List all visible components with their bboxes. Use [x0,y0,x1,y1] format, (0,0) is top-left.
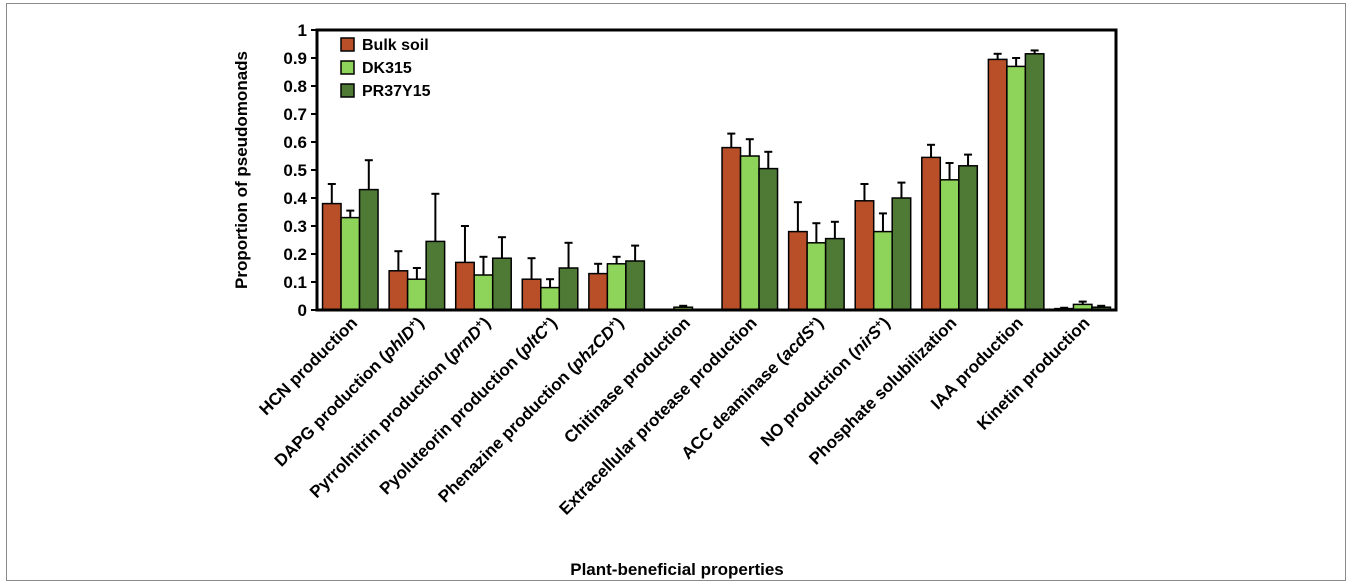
legend-label-bulk-soil: Bulk soil [362,37,429,54]
bar-dk315-8 [872,230,893,311]
legend-swatch-pr37y15 [340,83,355,98]
bar-bulk-soil-8 [854,200,875,311]
bar-pr37y15-1 [425,240,446,311]
bar-pr37y15-6 [758,167,779,311]
bar-dk315-1 [406,278,427,311]
legend-swatch-bulk-soil [340,37,355,52]
y-tick-label: 0.8 [283,77,307,96]
x-category-label: Chitinase production [560,313,694,447]
figure-frame [6,3,1346,581]
legend-label-pr37y15: PR37Y15 [362,83,431,100]
y-tick-label: 0.3 [283,217,307,236]
bar-bulk-soil-9 [921,156,942,311]
y-axis-title: Proportion of pseudomonads [232,51,251,289]
x-category-label: Kinetin production [973,313,1093,433]
bar-pr37y15-4 [625,260,646,311]
y-tick-label: 0.7 [283,105,307,124]
y-tick-label: 1 [298,21,307,40]
x-category-text: Chitinase production [560,313,694,447]
bar-bulk-soil-3 [521,278,542,311]
y-tick-label: 0.2 [283,245,307,264]
legend-label-dk315: DK315 [362,60,412,77]
bar-dk315-2 [473,274,494,311]
x-category-text: Kinetin production [973,313,1093,433]
y-tick-label: 0.1 [283,273,307,292]
bar-dk315-9 [939,179,960,311]
x-category-text: DAPG production ( [271,348,393,470]
bar-pr37y15-2 [491,257,512,311]
bar-bulk-soil-0 [321,202,342,311]
x-category-gene: phzCD [567,322,619,374]
bar-dk315-0 [340,216,361,311]
bar-dk315-4 [606,263,627,311]
y-tick-label: 0.9 [283,49,307,68]
bar-bulk-soil-2 [454,261,475,311]
bar-pr37y15-0 [358,188,379,311]
x-category-label: NO production (nirS+) [757,313,894,450]
x-category-text: Phenazine production ( [434,360,581,507]
y-tick-label: 0.5 [283,161,307,180]
legend-swatch-dk315 [340,60,355,75]
bar-bulk-soil-4 [588,272,609,311]
legend: Bulk soil DK315 PR37Y15 [340,37,431,100]
bar-dk315-10 [1006,65,1027,311]
y-axis-ticks: 0 0.1 0.2 0.3 0.4 0.5 0.6 0.7 0.8 0.9 1 [283,21,317,320]
y-axis-title-group: Proportion of pseudomonads [232,51,251,289]
bar-pr37y15-7 [824,237,845,311]
bar-bulk-soil-7 [787,230,808,311]
bar-bulk-soil-1 [388,270,409,311]
bar-pr37y15-10 [1024,53,1045,311]
bar-dk315-3 [540,286,561,311]
bar-pr37y15-8 [891,197,912,311]
bar-pr37y15-3 [558,267,579,311]
bar-bulk-soil-6 [721,146,742,311]
y-tick-label: 0 [298,301,307,320]
x-axis-title: Plant-beneficial properties [570,560,784,579]
bar-dk315-7 [806,242,827,311]
y-tick-label: 0.6 [283,133,307,152]
bar-dk315-6 [739,155,760,311]
bar-pr37y15-9 [958,165,979,311]
y-tick-label: 0.4 [283,189,307,208]
plot-area [315,28,1118,312]
bar-bulk-soil-10 [987,58,1008,311]
